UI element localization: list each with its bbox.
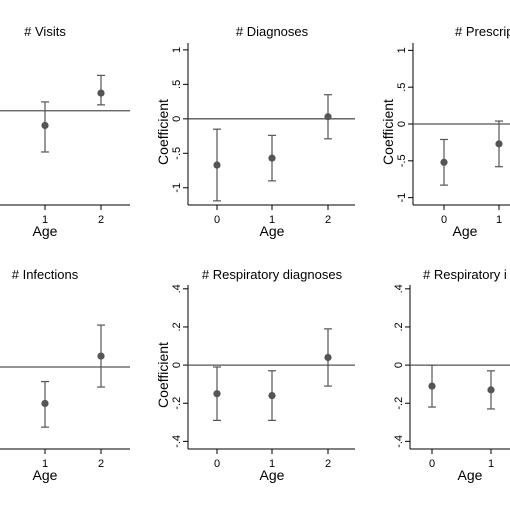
x-tick-label: 1 <box>269 214 275 226</box>
y-tick-label: .2 <box>171 322 183 331</box>
y-tick-label: -.5 <box>171 147 183 160</box>
y-tick-label: .5 <box>396 83 408 92</box>
panel-title: # Diagnoses <box>236 24 309 39</box>
y-axis-label: Coefficient <box>155 342 171 408</box>
x-tick-label: 0 <box>214 458 220 470</box>
x-tick-label: 1 <box>488 458 494 470</box>
y-tick-label: .4 <box>393 284 405 293</box>
data-point <box>97 89 105 97</box>
data-point <box>324 113 332 121</box>
x-tick-label: 2 <box>98 458 104 470</box>
panel-5: # Respiratory diagnoses 0 1 2 Age -.4 -.2 0 .2 .4… <box>155 267 355 483</box>
data-point <box>41 399 49 408</box>
data-point <box>41 121 49 130</box>
panel-6: # Respiratory i 0 1 Age -.4 -.2 0 .2 .4 <box>393 267 510 483</box>
y-tick-label: -1 <box>171 183 183 193</box>
y-tick-label: 1 <box>396 47 408 53</box>
y-tick-label: -1 <box>396 193 408 203</box>
data-point <box>495 140 503 148</box>
y-tick-label: 0 <box>396 121 408 127</box>
x-axis-label: Age <box>458 467 483 483</box>
y-tick-label: .2 <box>393 322 405 331</box>
y-tick-label: -.5 <box>396 154 408 167</box>
data-point <box>487 386 495 394</box>
panel-title: # Respiratory i <box>423 267 507 282</box>
panel-title: # Visits <box>24 24 66 39</box>
data-point <box>324 353 332 362</box>
y-tick-label: 0 <box>171 116 183 122</box>
panel-4: # Infections 1 2 Age <box>0 267 130 483</box>
x-tick-label: 1 <box>496 214 502 226</box>
panel-1: # Visits 1 2 Age <box>0 24 130 239</box>
data-point <box>428 382 436 390</box>
x-tick-label: 2 <box>98 214 104 226</box>
y-tick-label: 0 <box>171 362 183 368</box>
data-point <box>97 352 105 360</box>
panel-title: # Infections <box>12 267 79 282</box>
x-tick-label: 1 <box>42 458 48 470</box>
data-point <box>268 392 276 400</box>
x-axis-label: Age <box>260 223 285 239</box>
x-tick-label: 2 <box>325 458 331 470</box>
y-tick-label: -.2 <box>393 397 405 410</box>
x-tick-label: 0 <box>429 458 435 470</box>
x-tick-label: 1 <box>269 458 275 470</box>
x-tick-label: 2 <box>325 214 331 226</box>
y-axis-label: Coefficient <box>155 99 171 165</box>
y-tick-label: .5 <box>171 80 183 89</box>
panel-3: # Prescrip 0 1 Age -1 -.5 0 .5 1 Coefficient <box>380 24 510 239</box>
x-axis-label: Age <box>260 467 285 483</box>
y-axis-label: Coefficient <box>380 99 396 165</box>
panel-2: # Diagnoses 0 1 2 Age -1 -.5 0 .5 1 Coefficient <box>155 24 355 239</box>
data-point <box>440 158 448 166</box>
y-tick-label: -.4 <box>393 435 405 448</box>
panel-title: # Respiratory diagnoses <box>202 267 343 282</box>
y-tick-label: -.2 <box>171 397 183 410</box>
y-tick-label: 1 <box>171 47 183 53</box>
data-point <box>268 154 276 162</box>
panel-title: # Prescrip <box>455 24 510 39</box>
y-tick-label: 0 <box>393 362 405 368</box>
data-point <box>213 390 221 398</box>
x-axis-label: Age <box>453 223 478 239</box>
data-point <box>213 161 221 169</box>
x-axis-label: Age <box>33 223 58 239</box>
y-tick-label: .4 <box>171 284 183 293</box>
x-tick-label: 0 <box>214 214 220 226</box>
x-tick-label: 1 <box>42 214 48 226</box>
y-tick-label: -.4 <box>171 435 183 448</box>
x-tick-label: 0 <box>441 214 447 226</box>
x-axis-label: Age <box>33 467 58 483</box>
